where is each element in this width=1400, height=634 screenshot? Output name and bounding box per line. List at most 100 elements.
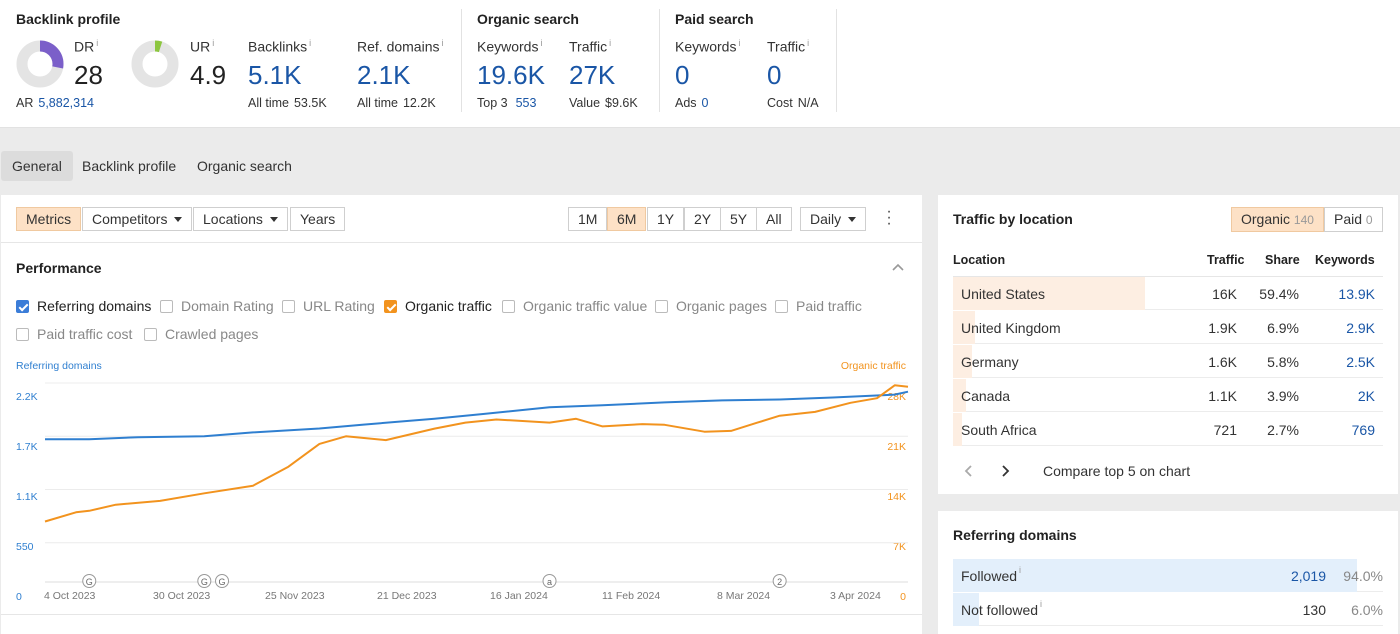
- series-line-referring-domains[interactable]: [45, 390, 909, 441]
- divider: [461, 9, 462, 112]
- annotation-marker[interactable]: 2: [772, 574, 787, 588]
- locations-dropdown[interactable]: Locations: [193, 207, 288, 231]
- col-keywords: Keywords: [1315, 253, 1375, 267]
- chevron-down-icon: [269, 217, 278, 222]
- x-tick: 30 Oct 2023: [153, 590, 211, 602]
- referring-domains-row[interactable]: Followed i 2,019 94.0%: [953, 559, 1383, 592]
- table-row[interactable]: United Kingdom 1.9K 6.9% 2.9K: [953, 311, 1383, 344]
- organic-keywords-label[interactable]: Keywords i: [477, 38, 543, 55]
- share-bar: [953, 413, 962, 446]
- ref-domains-label[interactable]: Ref. domains i: [357, 38, 444, 55]
- svg-text:2: 2: [777, 577, 782, 587]
- table-row[interactable]: United States 16K 59.4% 13.9K: [953, 277, 1383, 310]
- range-1y-button[interactable]: 1Y: [647, 207, 685, 231]
- chevron-right-icon[interactable]: [999, 464, 1011, 478]
- chevron-up-icon[interactable]: [891, 262, 905, 272]
- divider: [1, 614, 922, 615]
- tab-general[interactable]: General: [1, 151, 73, 181]
- organic-search-title: Organic search: [477, 11, 579, 27]
- organic-toggle[interactable]: Organic 140: [1231, 207, 1324, 232]
- svg-text:G: G: [201, 577, 208, 587]
- metrics-button[interactable]: Metrics: [16, 207, 82, 231]
- backlinks-value[interactable]: 5.1K: [248, 60, 302, 90]
- paid-traffic-label[interactable]: Traffic i: [767, 38, 810, 55]
- more-options-icon[interactable]: · · ·: [886, 203, 892, 232]
- right-tick: 14K: [887, 491, 906, 503]
- organic-traffic-value[interactable]: 27K: [569, 60, 616, 90]
- ur-label[interactable]: UR i: [190, 38, 215, 55]
- ur-value: 4.9: [190, 60, 227, 90]
- right-axis-label: Organic traffic: [840, 360, 906, 372]
- tab-backlink-profile[interactable]: Backlink profile: [82, 158, 177, 174]
- x-tick: 25 Nov 2023: [265, 590, 325, 602]
- share-bar: [953, 277, 1145, 310]
- top3-link[interactable]: 553: [515, 96, 537, 110]
- x-tick: 3 Apr 2024: [830, 590, 881, 602]
- ads-link[interactable]: 0: [701, 96, 709, 110]
- ref-domains-value[interactable]: 2.1K: [357, 60, 411, 90]
- left-tick: 0: [16, 591, 22, 603]
- svg-text:G: G: [219, 577, 226, 587]
- checkbox-url-rating[interactable]: URL Rating: [282, 298, 375, 314]
- checkbox-referring-domains[interactable]: Referring domains: [16, 298, 151, 314]
- organic-traffic-label[interactable]: Traffic i: [569, 38, 612, 55]
- col-traffic: Traffic: [1207, 253, 1245, 267]
- ar-value-link[interactable]: 5,882,314: [38, 96, 94, 110]
- backlinks-label[interactable]: Backlinks i: [248, 38, 312, 55]
- dr-donut-icon: [16, 40, 64, 88]
- left-tick: 2.2K: [16, 391, 38, 403]
- table-row[interactable]: Germany 1.6K 5.8% 2.5K: [953, 345, 1383, 378]
- checkbox-organic-pages[interactable]: Organic pages: [655, 298, 767, 314]
- share-bar: [953, 379, 966, 412]
- right-tick: 0: [900, 591, 906, 603]
- traffic-by-location-panel: [938, 195, 1398, 494]
- interval-dropdown[interactable]: Daily: [800, 207, 867, 231]
- checkbox-domain-rating[interactable]: Domain Rating: [160, 298, 274, 314]
- referring-domains-row[interactable]: Not followed i 130 6.0%: [953, 593, 1383, 626]
- table-row[interactable]: South Africa 721 2.7% 769: [953, 413, 1383, 446]
- checkbox-organic-traffic-value[interactable]: Organic traffic value: [502, 298, 647, 314]
- overview-stats: Backlink profile DR i 28 AR 5,882,314 UR i …: [0, 0, 1400, 128]
- table-row[interactable]: Canada 1.1K 3.9% 2K: [953, 379, 1383, 412]
- paid-traffic-value[interactable]: 0: [767, 60, 782, 90]
- paid-ads: Ads 0: [675, 96, 709, 110]
- organic-keywords-value[interactable]: 19.6K: [477, 60, 545, 90]
- divider: [1, 242, 922, 243]
- years-button[interactable]: Years: [290, 207, 346, 231]
- range-5y-button[interactable]: 5Y: [720, 207, 758, 231]
- paid-keywords-value[interactable]: 0: [675, 60, 690, 90]
- not-followed-bar: [953, 593, 979, 626]
- paid-cost: Cost N/A: [767, 96, 819, 110]
- svg-text:G: G: [86, 577, 93, 587]
- x-tick: 21 Dec 2023: [377, 590, 437, 602]
- left-tick: 1.1K: [16, 491, 38, 503]
- compare-top5-link[interactable]: Compare top 5 on chart: [1043, 463, 1191, 479]
- checkbox-organic-traffic[interactable]: Organic traffic: [384, 298, 492, 314]
- svg-text:a: a: [547, 577, 552, 587]
- dr-label[interactable]: DR i: [74, 38, 99, 55]
- checkbox-paid-traffic-cost[interactable]: Paid traffic cost: [16, 326, 132, 342]
- backlinks-alltime: All time 53.5K: [248, 96, 327, 110]
- range-all-button[interactable]: All: [756, 207, 792, 231]
- tab-organic-search[interactable]: Organic search: [197, 158, 292, 174]
- x-tick: 4 Oct 2023: [44, 590, 96, 602]
- range-6m-button[interactable]: 6M: [607, 207, 647, 231]
- checkbox-crawled-pages[interactable]: Crawled pages: [144, 326, 258, 342]
- range-1m-button[interactable]: 1M: [568, 207, 608, 231]
- annotation-marker[interactable]: G: [197, 574, 212, 588]
- divider: [836, 9, 837, 112]
- annotation-marker[interactable]: G: [215, 574, 230, 588]
- chevron-left-icon[interactable]: [963, 464, 975, 478]
- annotation-marker[interactable]: a: [542, 574, 557, 588]
- organic-traffic-value-cost: Value $9.6K: [569, 96, 638, 110]
- series-line-organic-traffic[interactable]: [44, 384, 909, 523]
- checkbox-paid-traffic[interactable]: Paid traffic: [775, 298, 862, 314]
- competitors-dropdown[interactable]: Competitors: [82, 207, 193, 231]
- right-tick: 7K: [893, 541, 906, 553]
- paid-toggle[interactable]: Paid 0: [1324, 207, 1383, 232]
- range-2y-button[interactable]: 2Y: [684, 207, 722, 231]
- dr-value: 28: [74, 60, 103, 90]
- annotation-marker[interactable]: G: [82, 574, 97, 588]
- paid-keywords-label[interactable]: Keywords i: [675, 38, 741, 55]
